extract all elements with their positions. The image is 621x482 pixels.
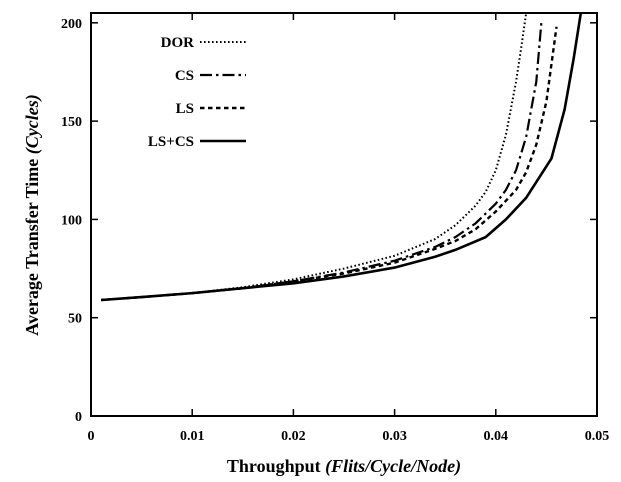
legend-label: LS+CS (148, 134, 194, 150)
y-axis-label: Average Transfer Time (22, 159, 42, 336)
y-axis-ticks: 0 50 100 150 200 (61, 17, 597, 425)
x-axis-ticks: 0 0.01 0.02 0.03 0.04 0.05 (88, 13, 610, 444)
y-tick-label: 200 (61, 17, 82, 32)
x-tick-label: 0.05 (585, 429, 610, 444)
x-tick-label: 0.02 (281, 429, 306, 444)
series-line-ls-cs (101, 13, 583, 302)
legend: DOR CS LS LS+CS (148, 35, 246, 150)
x-tick-label: 0.01 (180, 429, 205, 444)
series-line-cs (101, 22, 543, 302)
x-tick-label: 0.04 (484, 429, 509, 444)
y-tick-label: 150 (61, 115, 82, 130)
y-tick-label: 0 (75, 410, 82, 425)
y-axis-unit: (Cycles) (22, 94, 43, 154)
x-axis-label: Throughput (227, 456, 321, 476)
x-axis-unit: (Flits/Cycle/Node) (325, 456, 461, 477)
series-line-dor (101, 13, 528, 302)
legend-label: DOR (161, 35, 195, 51)
series-layer (101, 13, 583, 302)
x-axis-title: Throughput (Flits/Cycle/Node) (227, 456, 461, 477)
y-tick-label: 50 (68, 312, 82, 327)
plot-frame (90, 12, 598, 417)
x-tick-label: 0.03 (382, 429, 407, 444)
legend-label: CS (175, 68, 194, 84)
legend-label: LS (176, 101, 194, 117)
y-axis-title: Average Transfer Time (Cycles) (22, 94, 43, 335)
x-tick-label: 0 (88, 429, 95, 444)
y-tick-label: 100 (61, 213, 82, 228)
series-line-ls (101, 26, 558, 302)
